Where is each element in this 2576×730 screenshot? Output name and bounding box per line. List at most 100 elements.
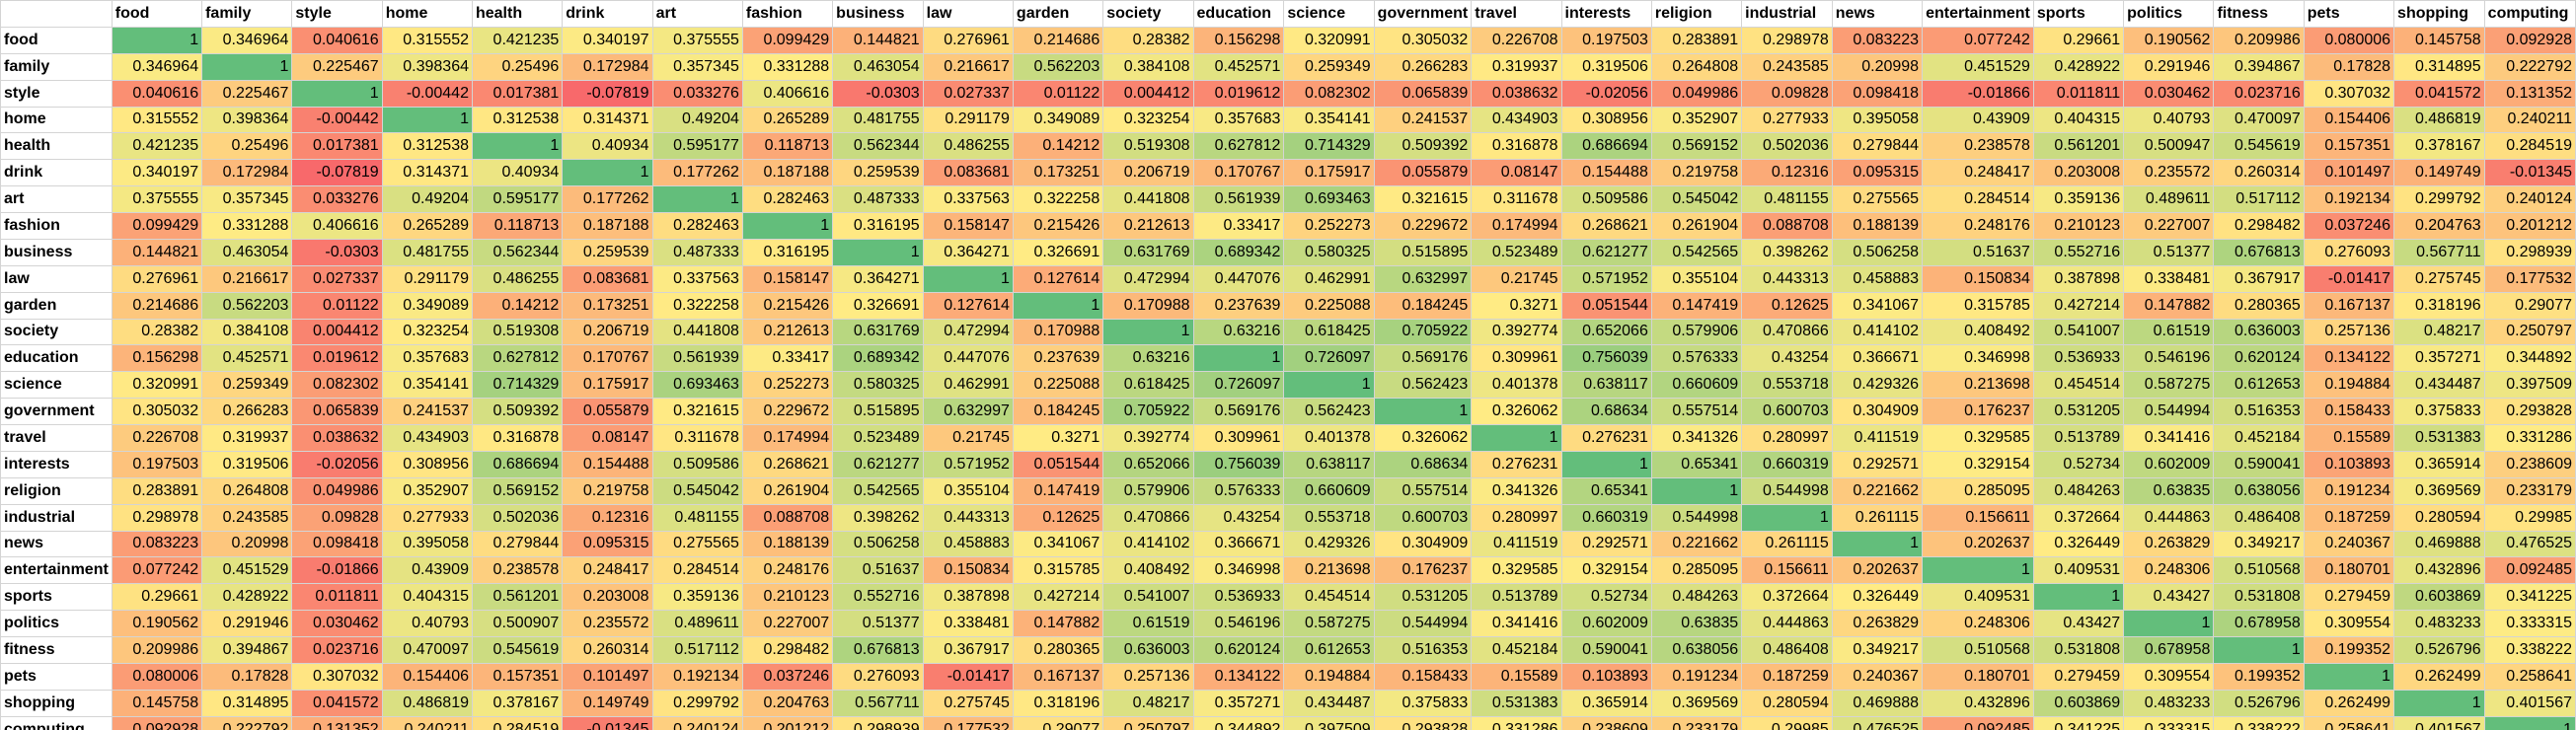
data-cell[interactable]: 0.357683 [1192, 106, 1285, 134]
data-cell[interactable]: 0.225467 [201, 79, 293, 108]
data-cell[interactable]: 0.268621 [741, 450, 834, 478]
data-cell[interactable]: 0.298939 [832, 715, 924, 730]
data-cell[interactable]: 0.259349 [1283, 52, 1375, 81]
data-cell[interactable]: 0.237639 [1012, 344, 1104, 373]
data-cell[interactable]: 0.364271 [832, 264, 924, 293]
row-header[interactable]: family [0, 52, 113, 81]
data-cell[interactable]: 0.481755 [832, 106, 924, 134]
data-cell[interactable]: 0.15589 [1471, 662, 1562, 691]
data-cell[interactable]: 1 [2393, 689, 2485, 717]
data-cell[interactable]: 0.395058 [381, 530, 473, 558]
row-header[interactable]: fashion [0, 212, 113, 240]
data-cell[interactable]: 0.291179 [381, 264, 473, 293]
data-cell[interactable]: 0.627812 [1192, 132, 1285, 161]
data-cell[interactable]: 0.240367 [1831, 662, 1924, 691]
row-header[interactable]: travel [0, 424, 113, 452]
data-cell[interactable]: 0.714329 [1283, 132, 1375, 161]
data-cell[interactable]: 0.392774 [1102, 424, 1194, 452]
data-cell[interactable]: 0.341225 [2032, 715, 2125, 730]
data-cell[interactable]: 0.030462 [291, 610, 383, 637]
data-cell[interactable]: 0.421235 [111, 132, 203, 161]
data-cell[interactable]: 0.177262 [562, 185, 653, 213]
data-cell[interactable]: 0.542565 [1650, 238, 1743, 266]
data-cell[interactable]: 0.638117 [1560, 371, 1652, 400]
data-cell[interactable]: 0.004412 [291, 318, 383, 346]
data-cell[interactable]: 0.689342 [832, 344, 924, 373]
data-cell[interactable]: 0.210123 [2032, 212, 2125, 240]
data-cell[interactable]: 0.241537 [1373, 106, 1473, 134]
data-cell[interactable]: 0.333315 [2123, 715, 2215, 730]
data-cell[interactable]: 0.341067 [1831, 291, 1924, 320]
data-cell[interactable]: 0.51637 [832, 556, 924, 585]
data-cell[interactable]: 0.298482 [741, 636, 834, 664]
data-cell[interactable]: 0.375833 [2393, 398, 2485, 425]
data-cell[interactable]: 0.033276 [651, 79, 743, 108]
data-cell[interactable]: 0.212613 [1102, 212, 1194, 240]
data-cell[interactable]: 0.225088 [1012, 371, 1104, 400]
data-cell[interactable]: 0.191234 [2303, 476, 2395, 505]
data-cell[interactable]: 0.279459 [2032, 662, 2125, 691]
data-cell[interactable]: -0.00442 [381, 79, 473, 108]
data-cell[interactable]: 0.333315 [2483, 610, 2576, 637]
column-header[interactable]: home [381, 0, 473, 28]
data-cell[interactable]: 0.264808 [1650, 52, 1743, 81]
data-cell[interactable]: 0.636003 [1102, 636, 1194, 664]
data-cell[interactable]: 0.486408 [2213, 503, 2305, 532]
data-cell[interactable]: 0.43427 [2123, 583, 2215, 612]
row-header[interactable]: news [0, 530, 113, 558]
data-cell[interactable]: -0.01417 [922, 662, 1014, 691]
data-cell[interactable]: 0.487333 [651, 238, 743, 266]
data-cell[interactable]: 0.280365 [2213, 291, 2305, 320]
data-cell[interactable]: 0.321615 [651, 398, 743, 425]
data-cell[interactable]: 0.401378 [1471, 371, 1562, 400]
data-cell[interactable]: 0.08147 [562, 424, 653, 452]
data-cell[interactable]: 0.331286 [1471, 715, 1562, 730]
data-cell[interactable]: 0.562203 [1012, 52, 1104, 81]
data-cell[interactable]: 0.341326 [1650, 424, 1743, 452]
data-cell[interactable]: 0.219758 [1650, 159, 1743, 187]
data-cell[interactable]: 0.631769 [832, 318, 924, 346]
data-cell[interactable]: 1 [381, 106, 473, 134]
data-cell[interactable]: 0.258641 [2483, 662, 2576, 691]
data-cell[interactable]: 0.233179 [2483, 476, 2576, 505]
data-cell[interactable]: 0.214686 [1012, 26, 1104, 54]
data-cell[interactable]: 0.147419 [1650, 291, 1743, 320]
data-cell[interactable]: 0.602009 [1560, 610, 1652, 637]
row-header[interactable]: religion [0, 476, 113, 505]
data-cell[interactable]: 0.587275 [2123, 371, 2215, 400]
data-cell[interactable]: 0.409531 [1922, 583, 2034, 612]
data-cell[interactable]: 0.569152 [471, 476, 564, 505]
data-cell[interactable]: 0.092928 [2483, 26, 2576, 54]
data-cell[interactable]: 0.240211 [2483, 106, 2576, 134]
data-cell[interactable]: 0.557514 [1373, 476, 1473, 505]
data-cell[interactable]: 0.252273 [741, 371, 834, 400]
data-cell[interactable]: 0.476525 [2483, 530, 2576, 558]
data-cell[interactable]: 0.329154 [1922, 450, 2034, 478]
data-cell[interactable]: 0.263829 [2123, 530, 2215, 558]
data-cell[interactable]: 0.33417 [741, 344, 834, 373]
data-cell[interactable]: 0.209986 [2213, 26, 2305, 54]
data-cell[interactable]: 0.316195 [741, 238, 834, 266]
data-cell[interactable]: 0.68634 [1373, 450, 1473, 478]
data-cell[interactable]: 0.660319 [1741, 450, 1833, 478]
data-cell[interactable]: 0.29077 [1012, 715, 1104, 730]
column-header[interactable]: entertainment [1922, 0, 2034, 28]
data-cell[interactable]: 0.569152 [1650, 132, 1743, 161]
data-cell[interactable]: -0.01866 [291, 556, 383, 585]
row-header[interactable]: style [0, 79, 113, 108]
data-cell[interactable]: 0.357271 [1192, 689, 1285, 717]
data-cell[interactable]: 0.055879 [1373, 159, 1473, 187]
data-cell[interactable]: 0.305032 [111, 398, 203, 425]
row-header[interactable]: science [0, 371, 113, 400]
data-cell[interactable]: 0.536933 [1192, 583, 1285, 612]
data-cell[interactable]: 0.252273 [1283, 212, 1375, 240]
data-cell[interactable]: 0.627812 [471, 344, 564, 373]
data-cell[interactable]: 0.340197 [562, 26, 653, 54]
data-cell[interactable]: 0.092485 [1922, 715, 2034, 730]
data-cell[interactable]: 0.038632 [1471, 79, 1562, 108]
data-cell[interactable]: 0.579906 [1650, 318, 1743, 346]
data-cell[interactable]: 0.33417 [1192, 212, 1285, 240]
data-cell[interactable]: 1 [1373, 398, 1473, 425]
data-cell[interactable]: 0.319937 [201, 424, 293, 452]
row-header[interactable]: politics [0, 610, 113, 637]
